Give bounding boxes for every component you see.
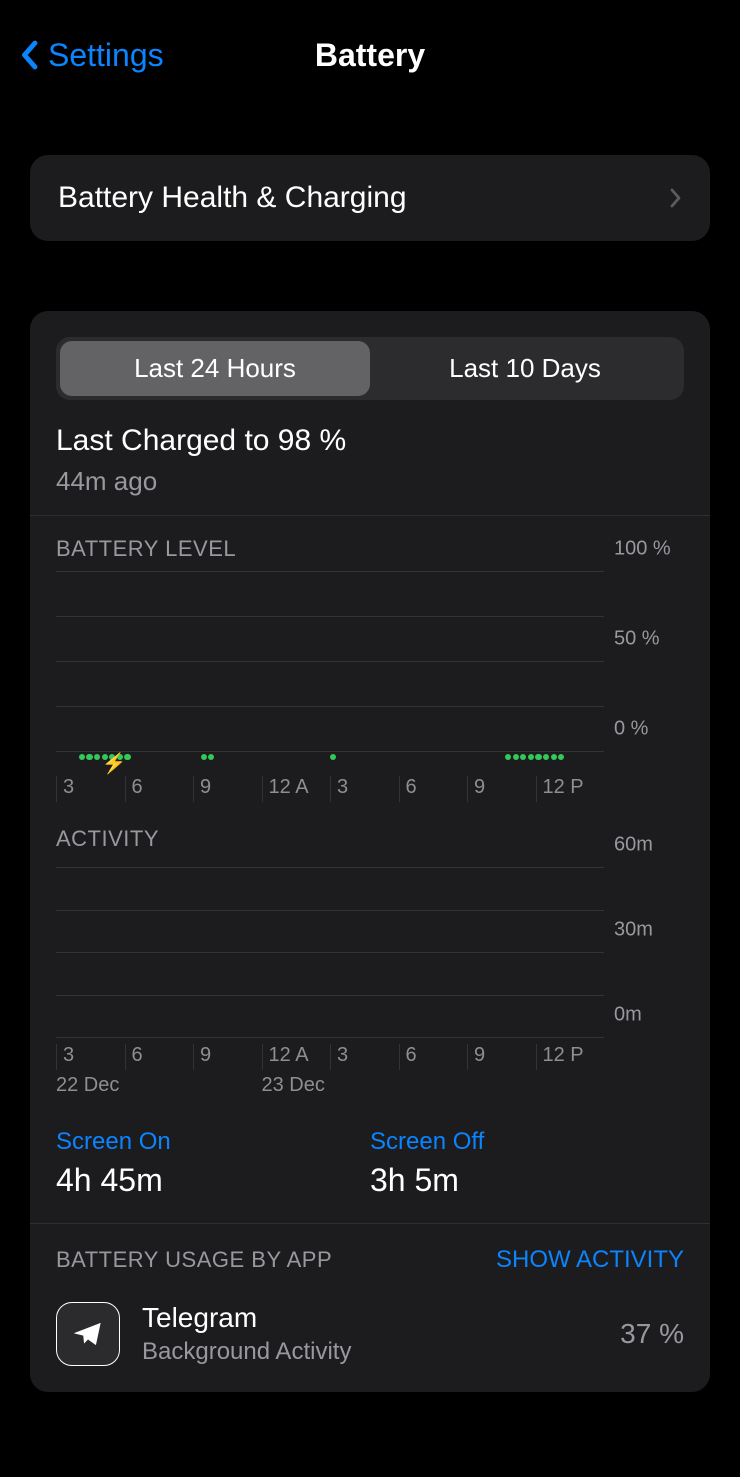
app-usage-row[interactable]: Telegram Background Activity 37 % [30, 1292, 710, 1392]
tab-last-10-days[interactable]: Last 10 Days [370, 341, 680, 396]
usage-by-app-label: BATTERY USAGE BY APP [56, 1247, 332, 1273]
activity-x-axis: 36912 A36912 P [30, 1038, 710, 1074]
usage-card: Last 24 Hours Last 10 Days Last Charged … [30, 311, 710, 1392]
screen-off-value: 3h 5m [370, 1162, 684, 1199]
activity-chart[interactable]: 0m30m60m [30, 868, 710, 1038]
activity-dates: 22 Dec23 Dec [30, 1074, 710, 1104]
app-subtitle: Background Activity [142, 1338, 620, 1366]
last-charged-block: Last Charged to 98 % 44m ago [30, 400, 710, 516]
nav-bar: Settings Battery [0, 0, 740, 110]
last-charged-title: Last Charged to 98 % [56, 424, 684, 458]
battery-level-label: BATTERY LEVEL [30, 516, 710, 572]
battery-health-label: Battery Health & Charging [58, 181, 407, 215]
show-activity-button[interactable]: SHOW ACTIVITY [496, 1246, 684, 1274]
app-percent: 37 % [620, 1318, 684, 1350]
back-label: Settings [48, 37, 164, 74]
battery-x-axis: 36912 A36912 P [30, 770, 710, 806]
time-range-segmented: Last 24 Hours Last 10 Days [56, 337, 684, 400]
screen-off-label: Screen Off [370, 1128, 684, 1156]
app-name: Telegram [142, 1302, 620, 1334]
battery-health-row[interactable]: Battery Health & Charging [30, 155, 710, 241]
chevron-right-icon [670, 188, 682, 208]
page-title: Battery [315, 37, 425, 74]
screen-on-value: 4h 45m [56, 1162, 370, 1199]
screen-times: Screen On 4h 45m Screen Off 3h 5m [30, 1104, 710, 1224]
screen-on-label: Screen On [56, 1128, 370, 1156]
battery-level-chart[interactable]: ⚡ 0 %50 %100 % [30, 572, 710, 752]
activity-label: ACTIVITY [30, 806, 710, 862]
telegram-icon [56, 1302, 120, 1366]
tab-last-24-hours[interactable]: Last 24 Hours [60, 341, 370, 396]
usage-header: BATTERY USAGE BY APP SHOW ACTIVITY [30, 1224, 710, 1292]
back-button[interactable]: Settings [20, 37, 164, 74]
chevron-left-icon [20, 40, 38, 70]
last-charged-subtitle: 44m ago [56, 466, 684, 497]
charge-indicator-strip [30, 752, 710, 770]
